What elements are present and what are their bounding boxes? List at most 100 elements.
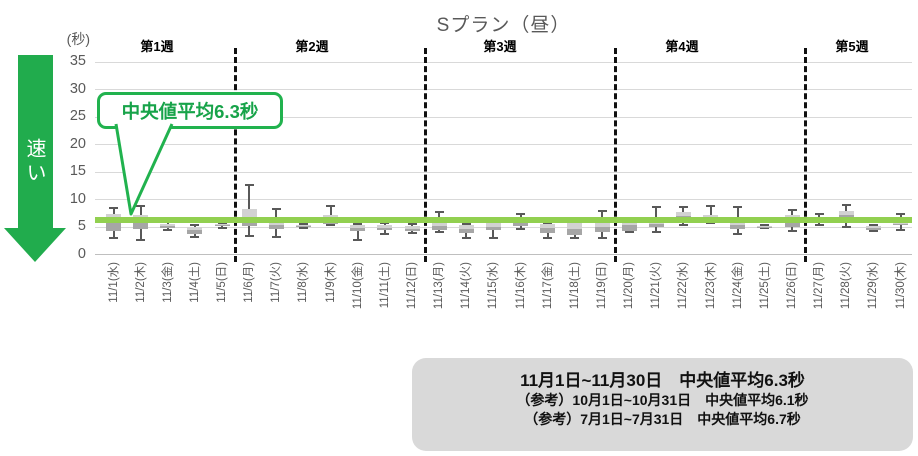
box-upper (703, 215, 719, 219)
box-lower (784, 221, 800, 228)
x-label-11/30(木): 11/30(木) (894, 262, 907, 310)
box-upper (241, 208, 257, 218)
x-label-11/13(月): 11/13(月) (433, 262, 446, 310)
gridline-5 (95, 226, 912, 228)
whisker-cap-high (733, 205, 743, 208)
whisker-cap-low (624, 230, 634, 233)
box-upper (404, 226, 420, 229)
whisker-cap-high (787, 208, 797, 211)
whisker-cap-low (434, 230, 444, 233)
x-label-11/14(火): 11/14(火) (460, 262, 473, 310)
x-label-11/28(火): 11/28(火) (840, 262, 853, 310)
whisker-cap-low (271, 236, 281, 239)
fast-arrow-label: 速い (23, 138, 45, 186)
whisker-cap-high (326, 204, 336, 207)
whisker-cap-low (109, 237, 118, 240)
week-separator-1 (234, 48, 238, 262)
x-label-11/15(水): 11/15(水) (487, 262, 500, 310)
week-label-5: 第5週 (835, 39, 869, 54)
whisker-cap-high (407, 222, 417, 225)
gridline-20 (95, 144, 912, 146)
x-label-11/5(日): 11/5(日) (216, 262, 229, 303)
box-lower (757, 226, 773, 228)
whisker-cap-low (787, 230, 797, 233)
whisker-cap-high (814, 212, 824, 215)
week-label-4: 第4週 (665, 39, 699, 54)
x-label-11/18(土): 11/18(土) (568, 262, 581, 310)
whisker-cap-low (217, 226, 227, 229)
whisker-cap-high (651, 206, 661, 209)
whisker-cap-low (760, 227, 770, 230)
whisker-cap-low (353, 238, 363, 241)
whisker-cap-high (760, 223, 770, 226)
week-label-1: 第1週 (140, 39, 174, 54)
x-label-11/20(月): 11/20(月) (623, 262, 636, 310)
box-lower (621, 225, 637, 231)
x-label-11/29(水): 11/29(水) (867, 262, 880, 310)
summary-ref-line-october: （参考）10月1日~10月31日 中央値平均6.1秒 (516, 392, 809, 408)
whisker-cap-high (706, 204, 716, 207)
box-lower (377, 227, 393, 231)
whisker-cap-low (407, 232, 417, 235)
box-upper (268, 222, 284, 226)
x-label-11/23(木): 11/23(木) (704, 262, 717, 310)
whisker-cap-low (868, 230, 878, 233)
x-label-11/1(水): 11/1(水) (107, 262, 120, 303)
week-separator-2 (424, 48, 428, 262)
x-label-11/17(金): 11/17(金) (541, 262, 554, 310)
box-upper (214, 224, 230, 226)
whisker-cap-low (814, 224, 824, 227)
box-lower (485, 226, 501, 231)
week-label-3: 第3週 (483, 39, 517, 54)
x-label-11/26(日): 11/26(日) (786, 262, 798, 310)
box-upper (485, 223, 501, 227)
summary-main-line: 11月1日~11月30日 中央値平均6.3秒 (520, 371, 805, 390)
box-lower (187, 230, 203, 234)
summary-ref-line-july: （参考）7月1日~7月31日 中央値平均6.7秒 (524, 411, 801, 427)
whisker-cap-low (163, 229, 173, 232)
whisker (329, 205, 332, 225)
whisker-cap-low (597, 237, 607, 240)
box-upper (594, 222, 610, 228)
box-upper (838, 210, 854, 216)
x-label-11/9(木): 11/9(木) (324, 262, 337, 303)
whisker-cap-high (298, 222, 308, 225)
box-lower (567, 228, 583, 235)
whisker-cap-low (896, 228, 906, 231)
box-lower (431, 226, 447, 231)
fast-direction-arrow-head (4, 228, 66, 262)
x-label-11/25(土): 11/25(土) (758, 262, 771, 310)
box-upper (350, 224, 366, 228)
box-lower (133, 221, 149, 229)
whisker-cap-high (543, 222, 553, 225)
whisker-cap-low (326, 223, 336, 226)
whisker-cap-high (516, 212, 526, 215)
week-separator-3 (614, 48, 618, 262)
x-label-11/8(水): 11/8(水) (297, 262, 310, 303)
x-label-11/3(金): 11/3(金) (161, 262, 174, 303)
box-lower (893, 223, 909, 226)
whisker-cap-low (488, 237, 498, 240)
x-label-11/11(土): 11/11(土) (378, 262, 391, 309)
x-label-11/2(木): 11/2(木) (134, 262, 147, 303)
box-upper (865, 226, 881, 229)
box-lower (214, 225, 230, 227)
y-tick-25: 25 (69, 108, 86, 125)
whisker-cap-high (434, 211, 444, 214)
x-label-11/19(日): 11/19(日) (596, 262, 609, 310)
y-tick-0: 0 (77, 245, 86, 262)
whisker-cap-low (244, 234, 254, 237)
whisker-cap-high (678, 206, 688, 209)
whisker (628, 218, 631, 232)
whisker-cap-low (651, 230, 661, 233)
whisker (872, 224, 875, 232)
box-lower (404, 228, 420, 232)
y-axis-unit-label: (秒) (66, 31, 90, 47)
x-label-11/16(木): 11/16(木) (514, 262, 527, 310)
box-upper (377, 225, 393, 228)
x-label-11/21(火): 11/21(火) (650, 262, 663, 310)
gridline-15 (95, 171, 912, 173)
box-upper (757, 225, 773, 227)
box-lower (350, 227, 366, 231)
box-upper (540, 223, 556, 229)
